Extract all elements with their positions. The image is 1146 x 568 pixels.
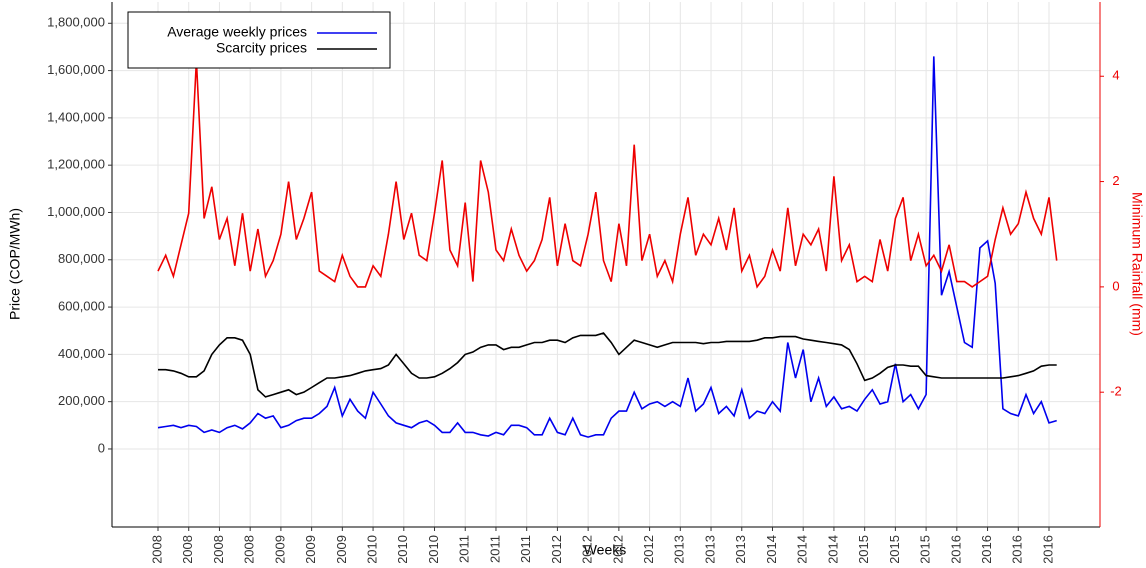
y-tick-label: 400,000 [58,346,105,361]
x-tick-label: 01–2008 [149,535,164,563]
y-tick-label: 600,000 [58,299,105,314]
y2-tick-label: 4 [1112,68,1119,83]
x-tick-label: 01–2012 [549,535,564,563]
x-tick-label: 08–2008 [211,535,226,563]
x-tick-label: 06–2014 [795,535,810,563]
x-tick-label: 01–2016 [948,535,963,563]
x-tick-label: 03–2009 [272,535,287,563]
x-tick-label: 02–2010 [365,535,380,563]
legend-label: Scarcity prices [216,40,307,56]
x-tick-label: 06–2010 [395,535,410,563]
x-tick-label: 01–2015 [856,535,871,563]
y-tick-label: 1,600,000 [47,62,105,77]
y-tick-label: 800,000 [58,251,105,266]
x-tick-label: 01–2011 [457,535,472,563]
x-tick-label: 09–2011 [518,535,533,563]
y-tick-label: 1,200,000 [47,157,105,172]
y-tick-label: 1,800,000 [47,15,105,30]
x-tick-label: 12–2016 [1040,535,1055,563]
x-tick-label: 11–2013 [733,535,748,563]
series-line [157,56,1057,438]
x-tick-label: 04–2012 [580,535,595,563]
x-tick-label: 04–2016 [979,535,994,563]
x-tick-label: 05–2015 [887,535,902,563]
y2-tick-label: -2 [1110,384,1122,399]
y2-tick-label: 0 [1112,278,1119,293]
series-line [157,60,1058,289]
x-tick-label: 11–2009 [334,535,349,563]
legend-label: Average weekly prices [167,24,307,40]
y-tick-label: 0 [98,440,105,455]
x-tick-label: 08–2016 [1010,535,1025,563]
x-tick-label: 02–2014 [764,535,779,563]
y-tick-label: 1,000,000 [47,204,105,219]
x-tick-label: 12–2012 [641,535,656,563]
x-tick-label: 08–2012 [610,535,625,563]
x-tick-label: 07–2013 [702,535,717,563]
legend-box [127,11,391,69]
x-tick-label: 09–2015 [918,535,933,563]
x-tick-label: 03–2013 [672,535,687,563]
y2-axis-title: Minimum Rainfall (mm) [1129,192,1145,336]
y-axis-title: Price (COP/MWh) [7,208,23,320]
x-tick-label: 05–2011 [487,535,502,563]
x-tick-label: 04–2008 [180,535,195,563]
x-tick-label: 10–2014 [825,535,840,563]
x-axis-title: Weeks [584,542,627,558]
x-tick-label: 10–2010 [426,535,441,563]
x-tick-label: 07–2009 [303,535,318,563]
y2-tick-label: 2 [1112,173,1119,188]
x-tick-label: 12–2008 [242,535,257,563]
y-tick-label: 1,400,000 [47,109,105,124]
series-line [158,332,1057,398]
y-tick-label: 200,000 [58,393,105,408]
